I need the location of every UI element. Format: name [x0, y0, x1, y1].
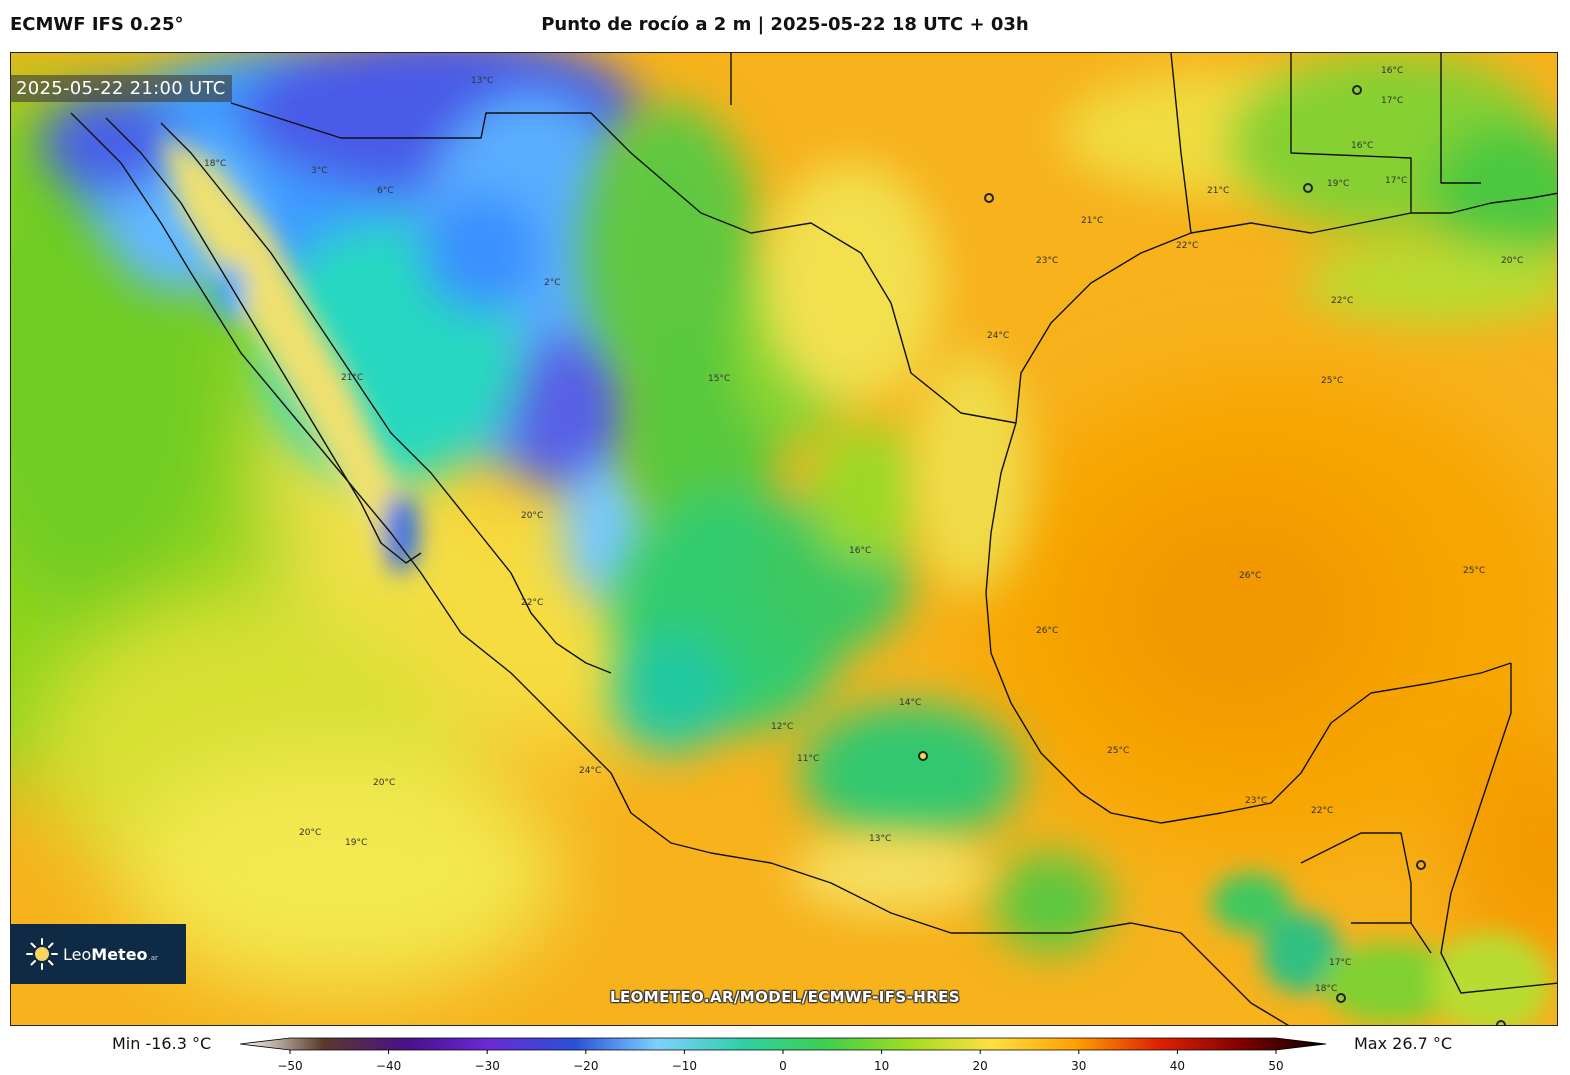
logo-suffix: .ar	[148, 953, 158, 962]
isotherm-label: 25°C	[1321, 376, 1343, 386]
colorbar-bar	[240, 1037, 1327, 1051]
isotherm-label: 17°C	[1329, 958, 1351, 968]
isotherm-label: 21°C	[1081, 216, 1103, 226]
isotherm-label: 16°C	[1351, 141, 1373, 151]
isotherm-label: 21°C	[1207, 186, 1229, 196]
gulf-warm-field	[971, 373, 1557, 973]
isotherm-label: 26°C	[1239, 571, 1261, 581]
isotherm-label: 25°C	[1107, 746, 1129, 756]
source-watermark: LEOMETEO.AR/MODEL/ECMWF-IFS-HRES	[610, 988, 960, 1006]
isotherm-label: 19°C	[345, 838, 367, 848]
sun-icon	[26, 938, 58, 970]
max-value: Max 26.7 °C	[1354, 1034, 1453, 1053]
colorbar-tick-label: −40	[376, 1059, 401, 1073]
isotherm-label: 14°C	[899, 698, 921, 708]
colorbar-tick-label: −20	[573, 1059, 598, 1073]
colorbar-tick-label: 50	[1268, 1059, 1283, 1073]
isotherm-label: 25°C	[1463, 566, 1485, 576]
isotherm-label: 3°C	[311, 166, 328, 176]
colorbar-tick-label: 40	[1170, 1059, 1185, 1073]
isotherm-label: 23°C	[1245, 796, 1267, 806]
logo-text: LeoMeteo.ar	[63, 945, 158, 964]
isotherm-label: 20°C	[521, 511, 543, 521]
isotherm-label: 22°C	[1331, 296, 1353, 306]
isotherm-label: 13°C	[869, 834, 891, 844]
isotherm-label: 16°C	[849, 546, 871, 556]
isotherm-label: 20°C	[1501, 256, 1523, 266]
isotherm-label: 23°C	[1036, 256, 1058, 266]
coastlines	[70, 53, 1557, 1025]
isotherm-label: 21°C	[341, 373, 363, 383]
isotherm-label: 18°C	[1315, 984, 1337, 994]
isotherm-label: 15°C	[708, 374, 730, 384]
isotherm-label: 16°C	[1381, 66, 1403, 76]
colorbar-tick-label: −50	[277, 1059, 302, 1073]
leometeo-logo[interactable]: LeoMeteo.ar	[11, 924, 186, 984]
isotherm-label: 18°C	[204, 159, 226, 169]
isotherm-label: 19°C	[1327, 179, 1349, 189]
colorbar: −50 −40 −30 −20 −10 0 10 20 30 40 50	[240, 1037, 1327, 1073]
valid-time-badge: 2025-05-22 21:00 UTC	[10, 75, 232, 102]
isotherm-label: 20°C	[373, 778, 395, 788]
isotherm-label: 22°C	[521, 598, 543, 608]
isotherm-label: 24°C	[987, 331, 1009, 341]
baja-field	[161, 133, 419, 573]
colorbar-ticks: −50 −40 −30 −20 −10 0 10 20 30 40 50	[277, 1050, 1284, 1073]
highlands-field	[581, 103, 1111, 953]
isotherm-label: 12°C	[771, 722, 793, 732]
isotherm-label: 17°C	[1381, 96, 1403, 106]
colorbar-tick-label: 20	[973, 1059, 988, 1073]
colorbar-tick-label: 10	[874, 1059, 889, 1073]
isotherm-label: 6°C	[377, 186, 394, 196]
isotherm-label: 22°C	[1311, 806, 1333, 816]
map-title: Punto de rocío a 2 m | 2025-05-22 18 UTC…	[541, 14, 1029, 35]
colorbar-tick-label: −30	[475, 1059, 500, 1073]
min-value: Min -16.3 °C	[112, 1034, 212, 1053]
colorbar-tick-label: −10	[672, 1059, 697, 1073]
central-america-field	[1211, 873, 1551, 1025]
isotherm-label: 17°C	[1385, 176, 1407, 186]
isotherm-label-group: 18°C 21°C 22°C 20°C 24°C 19°C 20°C 20°C …	[204, 66, 1523, 994]
dewpoint-map[interactable]: 18°C 21°C 22°C 20°C 24°C 19°C 20°C 20°C …	[10, 52, 1558, 1026]
isotherm-label: 13°C	[471, 76, 493, 86]
isotherm-label: 20°C	[299, 828, 321, 838]
isotherm-label: 24°C	[579, 766, 601, 776]
isotherm-label: 22°C	[1176, 241, 1198, 251]
isotherm-label: 26°C	[1036, 626, 1058, 636]
city-markers	[918, 85, 1506, 1025]
logo-text-part2: Meteo	[91, 944, 148, 964]
colorbar-tick-label: 30	[1071, 1059, 1086, 1073]
map-canvas: 18°C 21°C 22°C 20°C 24°C 19°C 20°C 20°C …	[11, 53, 1557, 1025]
isotherm-label: 11°C	[797, 754, 819, 764]
model-name: ECMWF IFS 0.25°	[10, 14, 184, 35]
isotherm-label: 2°C	[544, 278, 561, 288]
logo-text-part1: Leo	[63, 944, 92, 964]
colorbar-tick-label: 0	[779, 1059, 787, 1073]
